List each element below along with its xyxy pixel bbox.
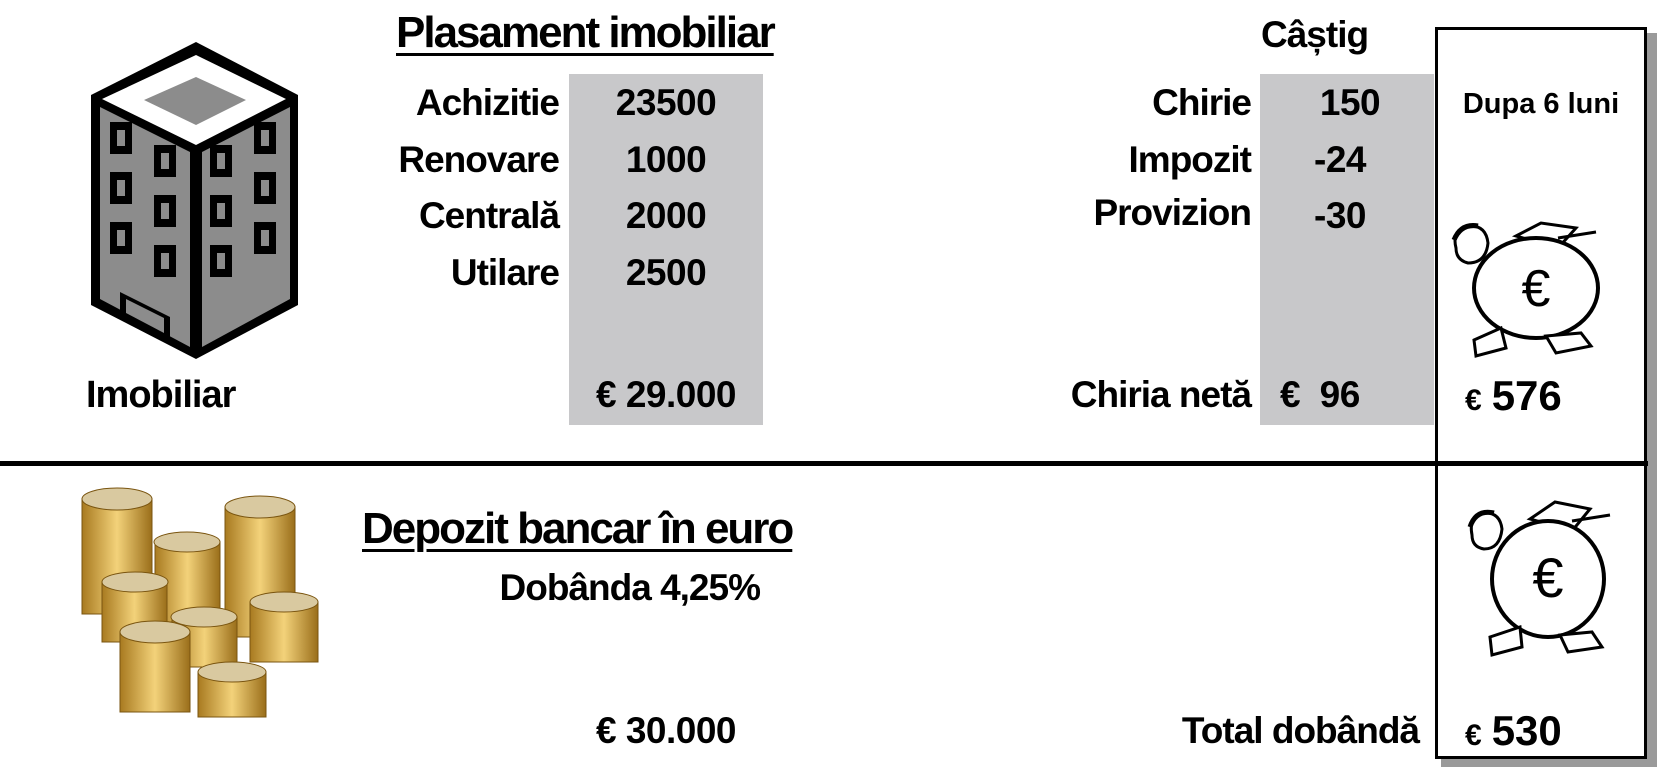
- building-icon: [91, 42, 298, 359]
- real-estate-label: Imobiliar: [86, 374, 236, 416]
- interest-rate-label: Dobânda 4,25%: [499, 567, 761, 608]
- currency-symbol: €: [595, 374, 617, 415]
- item-value-centrala: 2000: [625, 195, 707, 236]
- svg-text:€: €: [1532, 546, 1563, 609]
- total-interest-label: Total dobândă: [1181, 710, 1420, 751]
- deposit-title: Depozit bancar în euro: [362, 504, 794, 553]
- item-value-renovare: 1000: [625, 139, 707, 180]
- currency-symbol: €: [1465, 384, 1482, 417]
- currency-symbol: €: [595, 710, 617, 751]
- deposit-result-value: 530: [1491, 707, 1562, 754]
- money-bag-icon: €: [1451, 221, 1600, 358]
- deposit-amount-value: 30.000: [625, 710, 737, 751]
- gain-values-panel: [1260, 74, 1434, 425]
- deposit-result: €530: [1465, 707, 1562, 755]
- investment-total-value: 29.000: [625, 374, 737, 415]
- deposit-amount: € 30.000: [569, 710, 763, 752]
- item-label-achizitie: Achizitie: [415, 82, 560, 123]
- net-rent-label: Chiria netă: [1070, 374, 1252, 415]
- investment-total: € 29.000: [569, 374, 763, 416]
- euro-coins-icon: [81, 487, 319, 718]
- real-estate-result: €576: [1465, 372, 1562, 420]
- gain-label-impozit: Impozit: [1128, 139, 1252, 180]
- svg-text:€: €: [1522, 260, 1551, 318]
- item-label-centrala: Centrală: [418, 195, 560, 236]
- gain-label-chirie: Chirie: [1152, 82, 1252, 123]
- item-value-utilare: 2500: [625, 252, 707, 293]
- item-value-achizitie: 23500: [615, 82, 717, 123]
- currency-symbol: €: [1465, 719, 1482, 752]
- net-rent: € 96: [1280, 374, 1360, 416]
- real-estate-title: Plasament imobiliar: [396, 8, 776, 57]
- currency-symbol: €: [1280, 374, 1301, 415]
- section-divider: [0, 461, 1648, 466]
- gain-value-impozit: -24: [1314, 139, 1366, 180]
- real-estate-result-value: 576: [1491, 372, 1562, 419]
- net-rent-value: 96: [1319, 374, 1361, 415]
- gain-title: Câștig: [1261, 14, 1369, 55]
- result-header: Dupa 6 luni: [1462, 88, 1620, 120]
- gain-value-chirie: 150: [1319, 82, 1381, 123]
- item-label-renovare: Renovare: [398, 139, 560, 180]
- investment-values-panel: [569, 74, 763, 425]
- item-label-utilare: Utilare: [450, 252, 560, 293]
- gain-label-provizion: Provizion: [1093, 192, 1252, 233]
- result-box: [1435, 27, 1647, 759]
- gain-value-provizion: -30: [1314, 195, 1366, 236]
- money-bag-icon: €: [1467, 500, 1611, 657]
